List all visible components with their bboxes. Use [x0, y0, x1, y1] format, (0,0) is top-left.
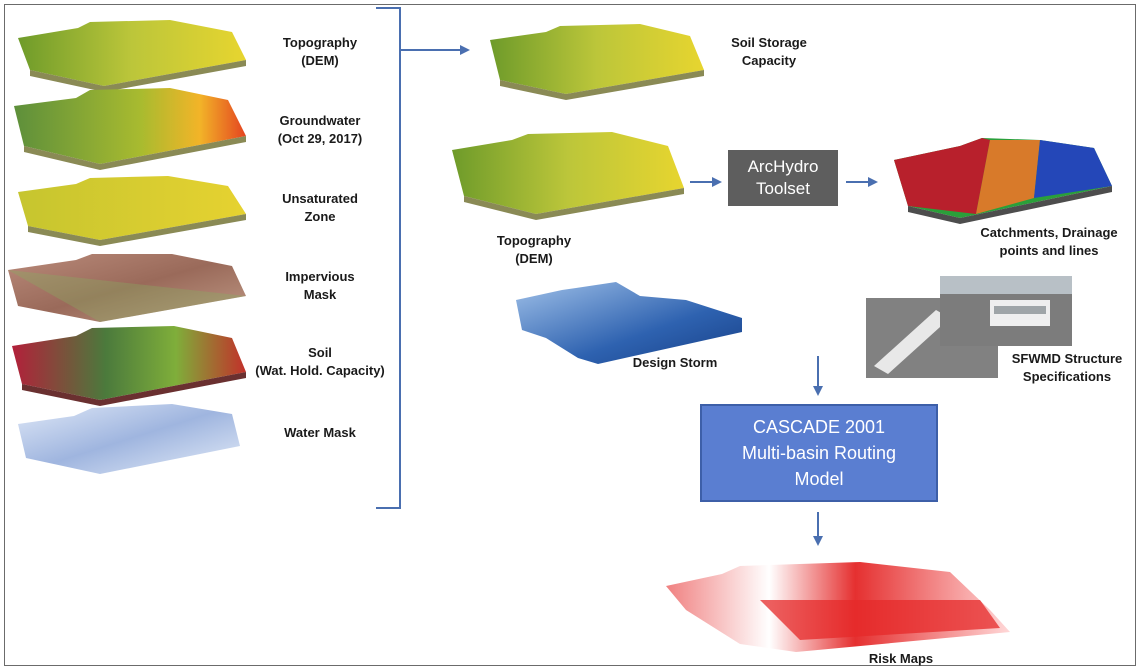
impervious-mask-map	[8, 254, 246, 322]
risk-map	[666, 562, 1010, 652]
label-soil: Soil (Wat. Hold. Capacity)	[255, 345, 385, 378]
label-groundwater: Groundwater (Oct 29, 2017)	[277, 113, 363, 146]
unsaturated-zone-map	[18, 176, 246, 246]
label-impervious-mask: Impervious Mask	[285, 269, 355, 302]
label-risk-maps: Risk Maps	[868, 651, 934, 666]
catchments-map	[894, 138, 1112, 224]
input-bracket	[376, 7, 401, 509]
water-mask-map	[18, 404, 240, 474]
soil-map	[12, 326, 246, 406]
groundwater-map	[14, 88, 246, 170]
sfwmd-photos	[866, 276, 1072, 378]
label-soil-storage: Soil Storage Capacity	[731, 35, 807, 68]
design-storm-map	[516, 282, 742, 364]
label-catchments: Catchments, Drainage points and lines	[980, 225, 1118, 258]
label-topography-dem: Topography (DEM)	[496, 233, 572, 266]
archydro-toolset-box: ArcHydro Toolset	[728, 150, 838, 206]
figure-frame	[4, 4, 1136, 666]
label-water-mask: Water Mask	[284, 425, 356, 440]
topography-dem-map	[452, 132, 684, 220]
label-topography: Topography (DEM)	[282, 35, 358, 68]
label-unsaturated-zone: Unsaturated Zone	[282, 191, 358, 224]
label-sfwmd: SFWMD Structure Specifications	[1011, 351, 1123, 384]
soil-storage-map	[490, 24, 704, 100]
topography-map	[18, 20, 246, 92]
cascade-model-box: CASCADE 2001 Multi-basin Routing Model	[700, 404, 938, 502]
label-design-storm: Design Storm	[632, 355, 718, 370]
